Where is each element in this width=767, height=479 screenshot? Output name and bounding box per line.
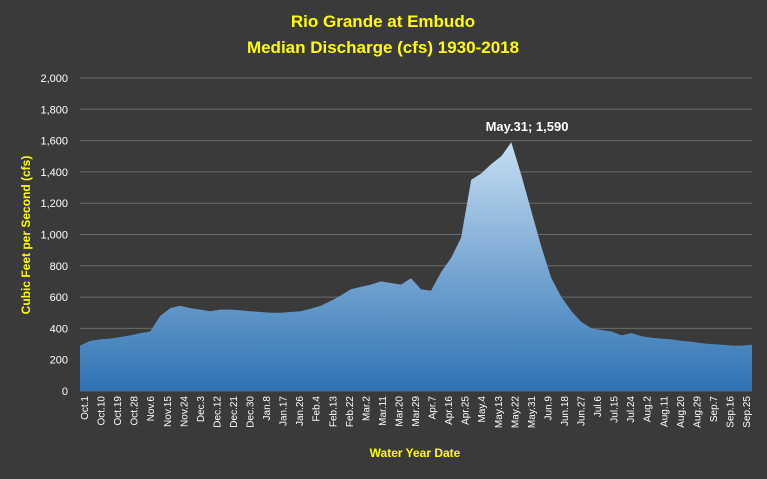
y-tick-label: 0 [62, 386, 68, 398]
x-tick-label: Jun.9 [543, 396, 554, 421]
x-tick-label: Mar.11 [378, 396, 389, 426]
x-tick-label: Mar.29 [411, 396, 422, 427]
peak-annotation: May.31; 1,590 [486, 119, 569, 134]
x-tick-label: Nov.24 [179, 396, 190, 427]
discharge-area [80, 142, 752, 391]
x-tick-label: Aug.29 [692, 396, 703, 428]
x-tick-label: Oct.28 [130, 396, 141, 426]
y-tick-label: 1,400 [40, 167, 68, 179]
x-tick-label: Oct.19 [113, 396, 124, 426]
x-tick-label: Jan.17 [279, 396, 290, 426]
x-tick-label: Oct.10 [97, 396, 108, 426]
x-axis-label: Water Year Date [370, 446, 461, 460]
x-tick-label: Sep.7 [709, 396, 720, 423]
y-tick-label: 600 [50, 292, 68, 304]
x-tick-label: Dec.30 [246, 396, 257, 428]
x-tick-label: Sep.16 [726, 396, 737, 428]
x-tick-label: Aug.2 [643, 396, 654, 423]
y-axis-label: Cubic Feet per Second (cfs) [19, 156, 33, 315]
y-tick-label: 400 [50, 323, 68, 335]
x-tick-label: Dec.12 [212, 396, 223, 428]
x-tick-label: Apr.25 [461, 396, 472, 425]
y-tick-label: 2,000 [40, 73, 68, 85]
x-tick-label: Jul.6 [593, 396, 604, 418]
x-tick-label: Feb.22 [345, 396, 356, 428]
x-tick-label: Nov.15 [163, 396, 174, 427]
x-tick-label: Jul.15 [610, 396, 621, 423]
chart-subtitle: Median Discharge (cfs) 1930-2018 [247, 38, 519, 57]
x-tick-label: Apr.7 [428, 396, 439, 420]
y-axis-ticks: 0 200 400 600 800 1,000 1,200 1,400 1,600 1,800 2,… [40, 73, 68, 398]
x-axis-ticks: Oct.1 Oct.10 Oct.19 Oct.28 Nov.6 Nov.15 Nov.24… [80, 396, 753, 429]
x-tick-label: Feb.13 [328, 396, 339, 428]
x-tick-label: May.22 [510, 396, 521, 428]
x-tick-label: Oct.1 [80, 396, 91, 420]
y-tick-label: 1,800 [40, 104, 68, 116]
y-tick-label: 1,000 [40, 230, 68, 242]
x-tick-label: Jan.26 [295, 396, 306, 426]
x-tick-label: Jun.27 [577, 396, 588, 426]
x-tick-label: Apr.16 [444, 396, 455, 425]
x-tick-label: Aug.20 [676, 396, 687, 428]
y-tick-label: 200 [50, 355, 68, 367]
x-tick-label: Feb.4 [312, 396, 323, 422]
y-tick-label: 800 [50, 261, 68, 273]
x-tick-label: Nov.6 [146, 396, 157, 422]
y-tick-label: 1,600 [40, 136, 68, 148]
x-tick-label: May.13 [494, 396, 505, 428]
x-tick-label: Jul.24 [626, 396, 637, 423]
y-tick-label: 1,200 [40, 198, 68, 210]
x-tick-label: May.31 [527, 396, 538, 428]
x-tick-label: Dec.3 [196, 396, 207, 423]
x-tick-label: Aug.11 [659, 396, 670, 427]
x-tick-label: Dec.21 [229, 396, 240, 428]
x-tick-label: May.4 [477, 396, 488, 423]
x-tick-label: Mar.2 [361, 396, 372, 421]
x-tick-label: Mar.20 [394, 396, 405, 427]
x-tick-label: Sep.25 [742, 396, 753, 428]
x-tick-label: Jun.18 [560, 396, 571, 426]
chart-title: Rio Grande at Embudo [291, 12, 475, 31]
x-tick-label: Jan.8 [262, 396, 273, 421]
